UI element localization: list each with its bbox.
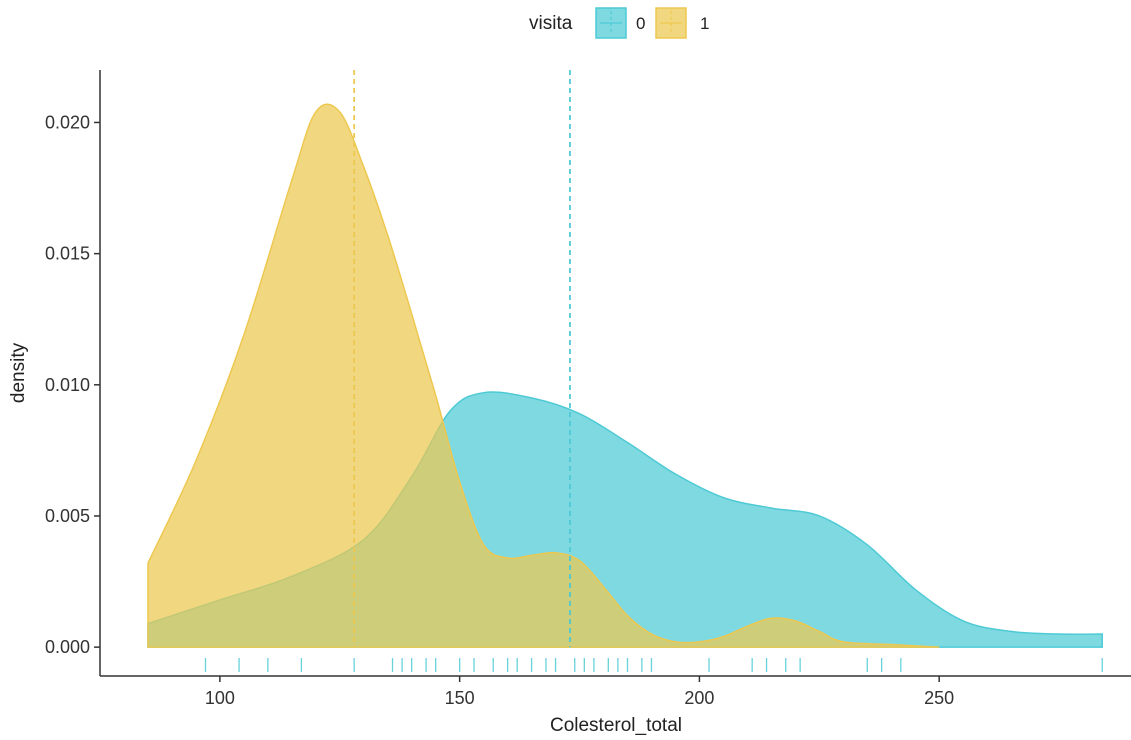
- legend-key-0: [595, 7, 627, 39]
- y-tick-label: 0.010: [45, 375, 90, 395]
- x-axis-title: Colesterol_total: [550, 715, 682, 736]
- legend-label-1: 1: [700, 14, 709, 33]
- plot-area: [147, 70, 1103, 672]
- density-area-series-1: [147, 103, 940, 648]
- legend: visita 0 1: [529, 7, 709, 39]
- axes: 0.000 0.005 0.010 0.015 0.020 100 150 200 250: [45, 70, 1131, 708]
- x-tick-label: 150: [445, 688, 475, 708]
- x-tick-label: 100: [205, 688, 235, 708]
- x-tick-label: 200: [684, 688, 714, 708]
- y-tick-label: 0.000: [45, 637, 90, 657]
- y-tick-label: 0.020: [45, 112, 90, 132]
- legend-key-1: [655, 7, 687, 39]
- y-tick-label: 0.005: [45, 506, 90, 526]
- y-tick-label: 0.015: [45, 244, 90, 264]
- legend-title: visita: [529, 13, 573, 34]
- x-tick-label: 250: [924, 688, 954, 708]
- legend-label-0: 0: [636, 14, 645, 33]
- y-axis-title: density: [8, 342, 29, 403]
